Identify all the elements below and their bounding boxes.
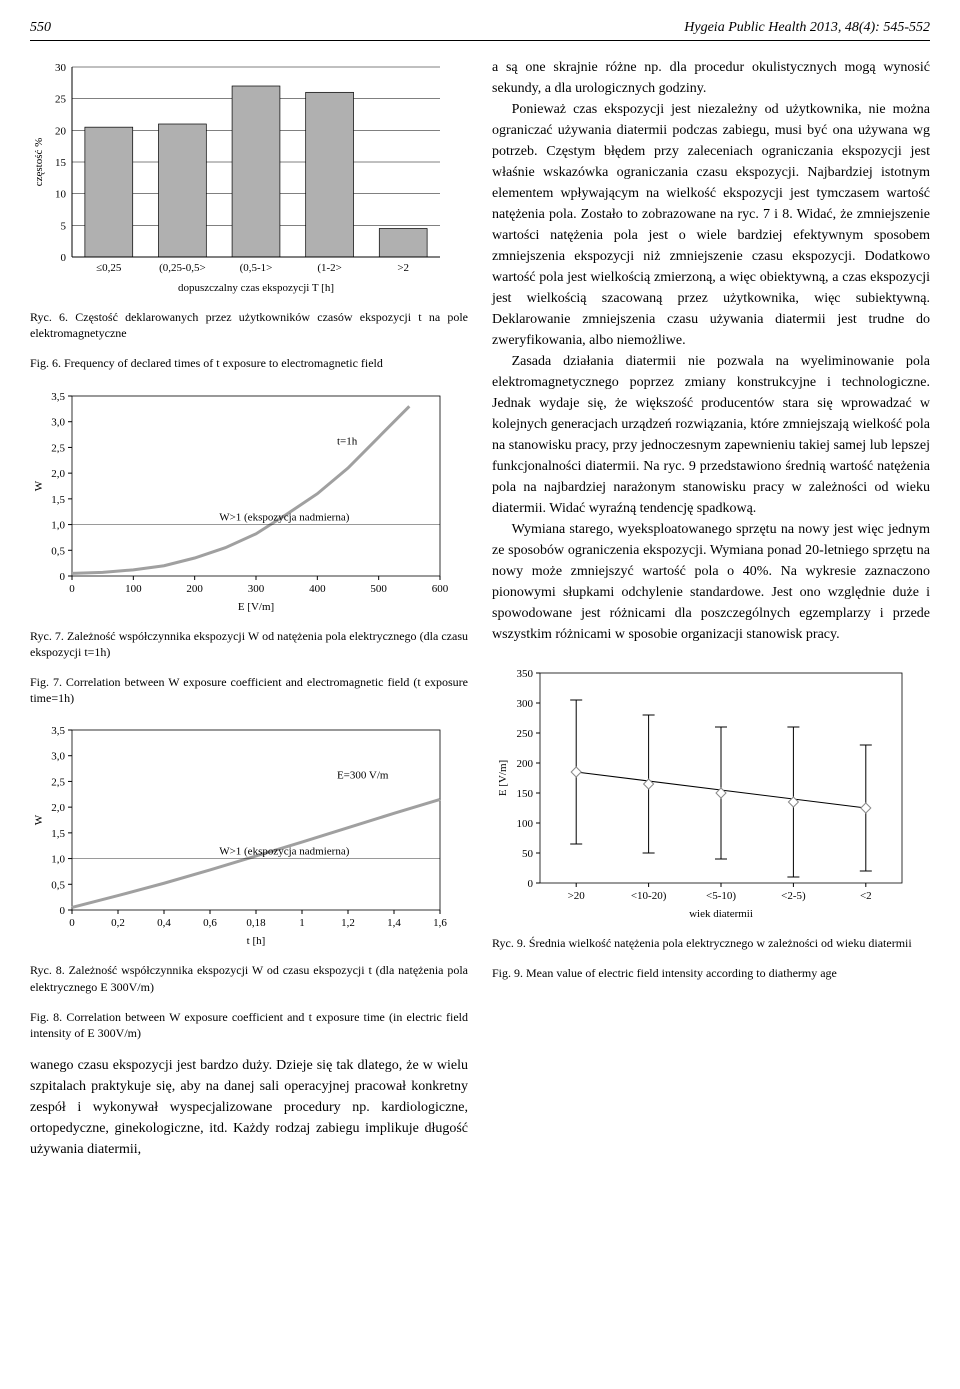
fig8-caption-en: Fig. 8. Correlation between W exposure c… — [30, 1009, 468, 1041]
svg-text:3,0: 3,0 — [51, 751, 65, 763]
fig6-caption-pl: Ryc. 6. Częstość deklarowanych przez uży… — [30, 309, 468, 341]
fig8-chart: 0 0,5 1,0 1,5 2,0 2,5 3,0 3,5 0 0,2 0,4 0,6 0,18 1 1,2… — [30, 720, 468, 950]
svg-text:częstość %: częstość % — [33, 138, 45, 187]
svg-text:0,6: 0,6 — [203, 917, 217, 929]
svg-text:0,18: 0,18 — [246, 917, 266, 929]
svg-text:20: 20 — [55, 125, 67, 137]
svg-text:10: 10 — [55, 189, 67, 201]
svg-text:0: 0 — [528, 878, 534, 890]
svg-text:1,5: 1,5 — [51, 828, 65, 840]
fig9-caption-en: Fig. 9. Mean value of electric field int… — [492, 965, 930, 981]
svg-text:500: 500 — [370, 583, 387, 595]
svg-text:400: 400 — [309, 583, 326, 595]
fig7-chart: 0 0,5 1,0 1,5 2,0 2,5 3,0 3,5 0 100 200 300 400 500 60… — [30, 386, 468, 616]
svg-text:100: 100 — [517, 818, 534, 830]
svg-text:350: 350 — [517, 668, 534, 680]
svg-text:0: 0 — [61, 252, 67, 264]
svg-text:200: 200 — [517, 758, 534, 770]
fig8-caption-pl: Ryc. 8. Zależność współczynnika ekspozyc… — [30, 962, 468, 994]
svg-text:(0,25-0,5>: (0,25-0,5> — [159, 262, 206, 274]
svg-text:5: 5 — [61, 220, 67, 232]
svg-text:3,5: 3,5 — [51, 391, 65, 403]
svg-text:30: 30 — [55, 62, 67, 74]
right-p4: Wymiana starego, wyeksploatowanego sprzę… — [492, 519, 930, 645]
svg-text:2,0: 2,0 — [51, 802, 65, 814]
left-body-text: wanego czasu ekspozycji jest bardzo duży… — [30, 1055, 468, 1160]
svg-text:0,5: 0,5 — [51, 545, 65, 557]
left-column: 051015202530≤0,25(0,25-0,5>(0,5-1>(1-2>>… — [30, 57, 468, 1160]
svg-text:250: 250 — [517, 728, 534, 740]
svg-text:>20: >20 — [568, 890, 586, 902]
fig9-caption-pl: Ryc. 9. Średnia wielkość natężenia pola … — [492, 935, 930, 951]
svg-text:0,5: 0,5 — [51, 880, 65, 892]
svg-text:dopuszczalny czas ekspozycji T: dopuszczalny czas ekspozycji T [h] — [178, 282, 334, 294]
svg-text:(1-2>: (1-2> — [317, 262, 342, 274]
svg-text:100: 100 — [125, 583, 142, 595]
svg-text:<2-5): <2-5) — [781, 890, 806, 902]
fig6-caption-en: Fig. 6. Frequency of declared times of t… — [30, 355, 468, 371]
svg-text:25: 25 — [55, 94, 67, 106]
fig9-chart: 0 50 100 150 200 250 300 350 >20 <10-20) <5-10) <2-… — [492, 663, 930, 923]
svg-text:1,2: 1,2 — [341, 917, 355, 929]
svg-text:1: 1 — [299, 917, 305, 929]
svg-text:t=1h: t=1h — [337, 435, 358, 447]
fig7-caption-en: Fig. 7. Correlation between W exposure c… — [30, 674, 468, 706]
svg-text:1,0: 1,0 — [51, 854, 65, 866]
svg-text:600: 600 — [432, 583, 449, 595]
svg-text:0,2: 0,2 — [111, 917, 125, 929]
right-column: a są one skrajnie różne np. dla procedur… — [492, 57, 930, 1160]
svg-text:0: 0 — [69, 917, 75, 929]
svg-text:200: 200 — [186, 583, 203, 595]
svg-text:300: 300 — [517, 698, 534, 710]
svg-text:2,5: 2,5 — [51, 777, 65, 789]
svg-text:3,0: 3,0 — [51, 416, 65, 428]
svg-text:W>1 (ekspozycja nadmierna): W>1 (ekspozycja nadmierna) — [219, 846, 350, 858]
page-header: 550 Hygeia Public Health 2013, 48(4): 54… — [30, 20, 930, 41]
right-p1: a są one skrajnie różne np. dla procedur… — [492, 57, 930, 99]
svg-text:<2: <2 — [860, 890, 872, 902]
page-number: 550 — [30, 20, 51, 36]
svg-text:E [V/m]: E [V/m] — [497, 760, 509, 796]
svg-text:>2: >2 — [397, 262, 409, 274]
svg-text:3,5: 3,5 — [51, 725, 65, 737]
svg-text:W: W — [33, 480, 45, 491]
svg-text:0: 0 — [60, 571, 66, 583]
svg-text:2,5: 2,5 — [51, 442, 65, 454]
svg-text:W: W — [33, 815, 45, 826]
svg-text:wiek diatermii: wiek diatermii — [689, 908, 753, 920]
svg-text:W>1 (ekspozycja nadmierna): W>1 (ekspozycja nadmierna) — [219, 511, 350, 523]
svg-text:1,6: 1,6 — [433, 917, 447, 929]
svg-text:1,5: 1,5 — [51, 493, 65, 505]
journal-title: Hygeia Public Health 2013, 48(4): 545-55… — [684, 20, 930, 36]
svg-text:E=300 V/m: E=300 V/m — [337, 770, 389, 782]
svg-text:2,0: 2,0 — [51, 468, 65, 480]
svg-text:50: 50 — [522, 848, 534, 860]
svg-text:(0,5-1>: (0,5-1> — [240, 262, 273, 274]
svg-text:E [V/m]: E [V/m] — [238, 601, 274, 613]
fig7-caption-pl: Ryc. 7. Zależność współczynnika ekspozyc… — [30, 628, 468, 660]
fig6-chart: 0 5 10 15 20 25 30 ≤0,25 (0,25-0,5> (0,5-1> (1-2> >… — [30, 57, 468, 297]
svg-text:≤0,25: ≤0,25 — [96, 262, 122, 274]
svg-text:0,4: 0,4 — [157, 917, 171, 929]
svg-text:0: 0 — [60, 905, 66, 917]
svg-text:0: 0 — [69, 583, 75, 595]
right-p2: Ponieważ czas ekspozycji jest niezależny… — [492, 99, 930, 351]
svg-text:t [h]: t [h] — [247, 935, 266, 947]
right-p3: Zasada działania diatermii nie pozwala n… — [492, 351, 930, 519]
svg-text:15: 15 — [55, 157, 67, 169]
svg-text:<5-10): <5-10) — [706, 890, 736, 902]
svg-text:<10-20): <10-20) — [631, 890, 667, 902]
svg-text:150: 150 — [517, 788, 534, 800]
svg-text:1,4: 1,4 — [387, 917, 401, 929]
svg-text:300: 300 — [248, 583, 265, 595]
svg-text:1,0: 1,0 — [51, 519, 65, 531]
